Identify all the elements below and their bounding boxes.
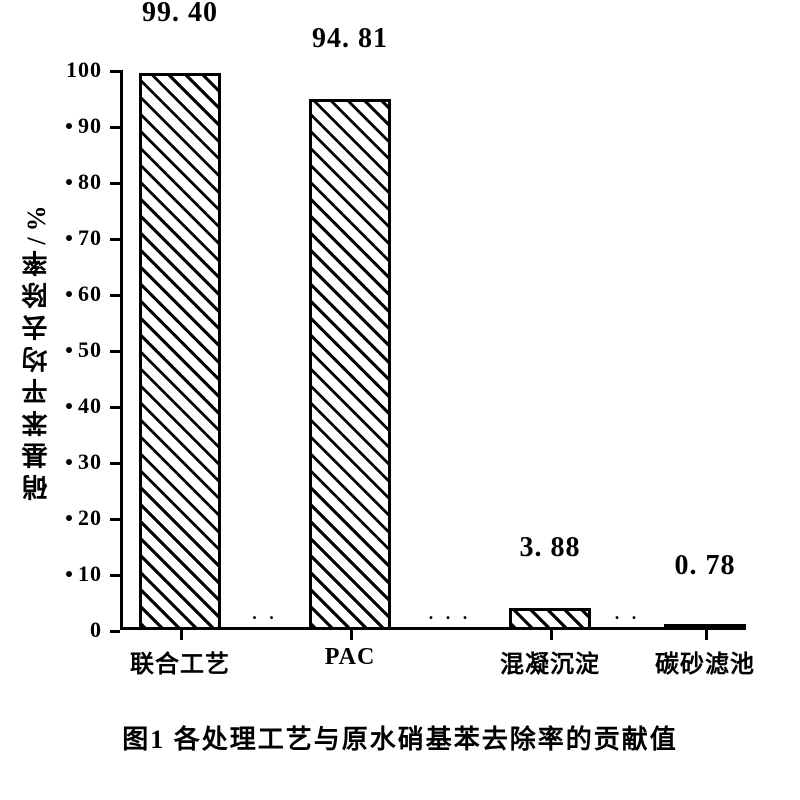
bar-value-label: 94. 81 [312,23,388,55]
x-category-label: 混凝沉淀 [500,630,600,679]
y-axis-label: 硝基苯平均去除率/% [18,199,55,500]
figure-caption: 图1 各处理工艺与原水硝基苯去除率的贡献值 [0,719,800,756]
y-tick-label: 30 [78,449,120,475]
bar-value-label: 0. 78 [675,550,736,582]
x-category-label: 联合工艺 [130,630,230,679]
y-tick-label: 10 [78,561,120,587]
y-tick-dot [66,459,72,465]
bar [309,99,391,630]
bar [139,73,221,630]
y-tick-dot [66,179,72,185]
y-tick-label: 100 [66,57,120,83]
x-category-label: PAC [325,630,376,671]
bar-chart: 0102030405060708090100 99. 40联合工艺. .94. … [120,70,740,630]
y-tick-dot [66,123,72,129]
y-tick-label: 0 [90,617,120,643]
y-tick-label: 70 [78,225,120,251]
x-category-label: 碳砂滤池 [655,630,755,679]
decorative-dots: . . [615,603,641,624]
y-tick-dot [66,403,72,409]
y-tick-label: 20 [78,505,120,531]
decorative-dots: . . . [429,603,472,624]
bar-value-label: 99. 40 [142,0,218,29]
y-tick-dot [66,347,72,353]
y-tick-label: 40 [78,393,120,419]
y-tick-dot [66,515,72,521]
y-tick-label: 60 [78,281,120,307]
bar [509,608,591,630]
y-tick-label: 80 [78,169,120,195]
y-tick-label: 90 [78,113,120,139]
y-tick-label: 50 [78,337,120,363]
decorative-dots: . . [252,603,278,624]
y-axis [120,70,123,630]
bar-value-label: 3. 88 [520,532,581,564]
y-tick-dot [66,235,72,241]
y-tick-dot [66,291,72,297]
y-tick-dot [66,571,72,577]
